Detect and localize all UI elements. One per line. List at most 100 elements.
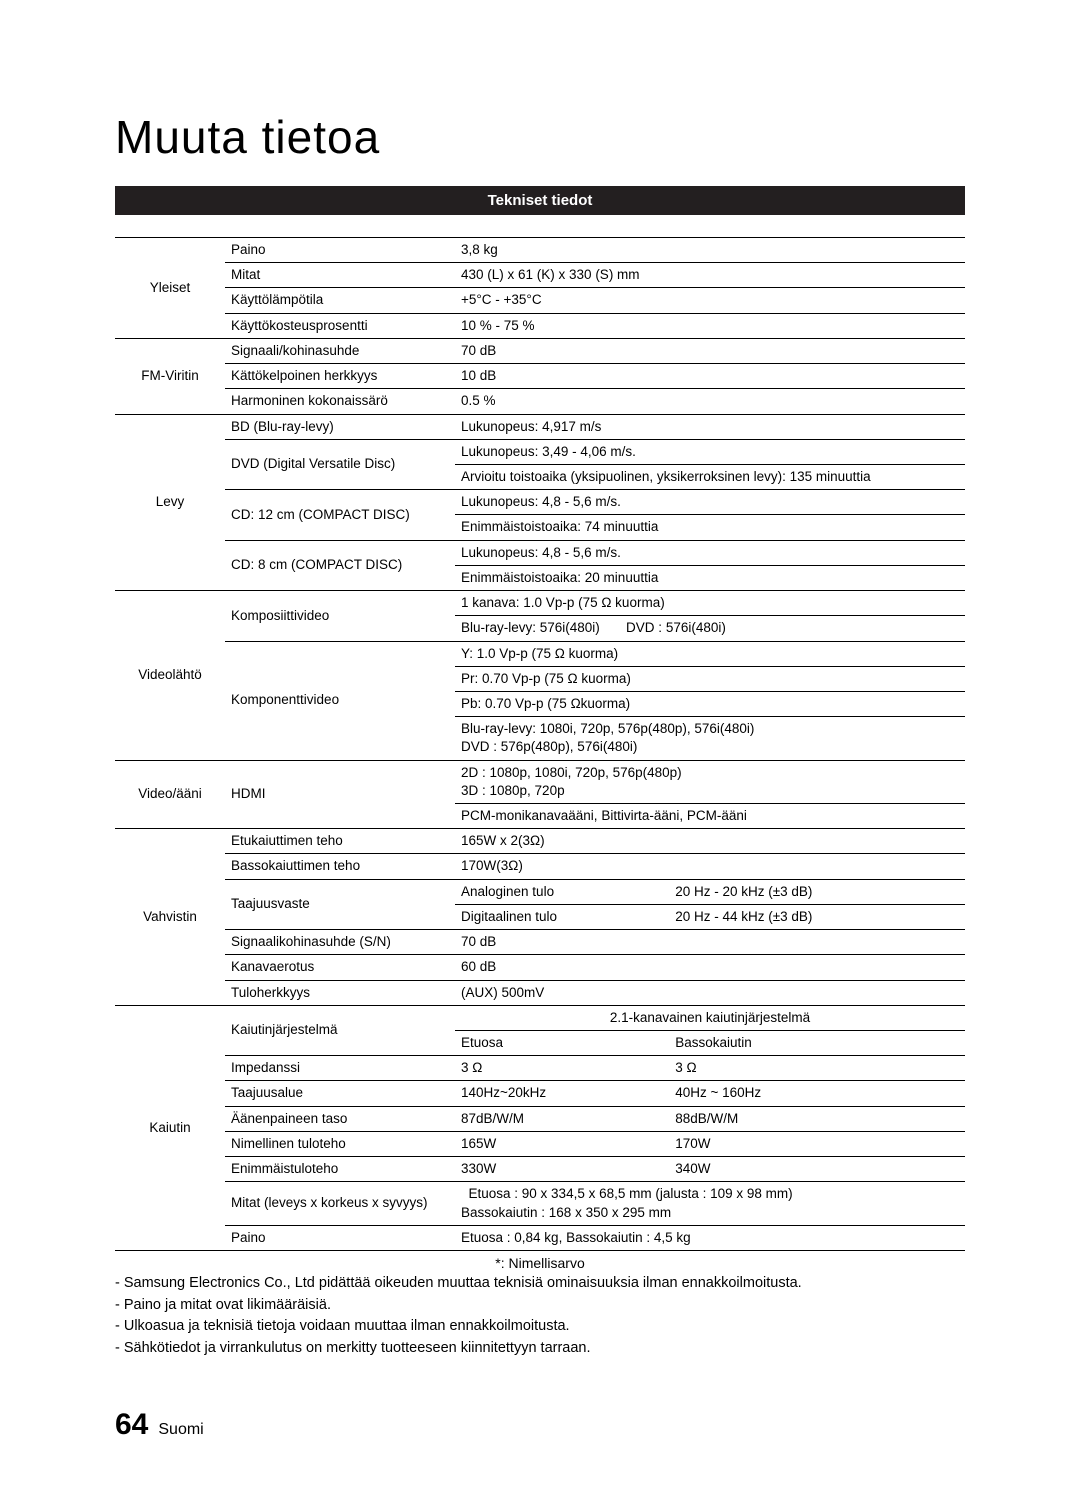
spec-label-cell: Signaali/kohinasuhde: [225, 338, 455, 363]
spec-value-cell: 20 Hz - 20 kHz (±3 dB): [669, 879, 965, 904]
category-cell: Vahvistin: [115, 829, 225, 1006]
spec-value-cell: Etuosa : 90 x 334,5 x 68,5 mm (jalusta :…: [455, 1182, 965, 1225]
spec-value-cell: Y: 1.0 Vp-p (75 Ω kuorma): [455, 641, 965, 666]
nominal-note: *: Nimellisarvo: [115, 1255, 965, 1271]
page-footer: 64 Suomi: [115, 1408, 965, 1442]
table-row: TaajuusvasteAnaloginen tulo20 Hz - 20 kH…: [115, 879, 965, 904]
table-row: PainoEtuosa : 0,84 kg, Bassokaiutin : 4,…: [115, 1225, 965, 1250]
spec-label-cell: Tuloherkkyys: [225, 980, 455, 1005]
page-number: 64: [115, 1408, 148, 1442]
spec-value-cell: Lukunopeus: 4,8 - 5,6 m/s.: [455, 540, 965, 565]
spec-value-cell: 10 % - 75 %: [455, 313, 965, 338]
spec-label-cell: HDMI: [225, 760, 455, 829]
spec-value-cell: Pr: 0.70 Vp-p (75 Ω kuorma): [455, 666, 965, 691]
spec-value-cell: Etuosa: [455, 1031, 669, 1056]
footnote-line: - Ulkoasua ja teknisiä tietoja voidaan m…: [115, 1316, 965, 1338]
page-root: Muuta tietoa Tekniset tiedot YleisetPain…: [0, 0, 1080, 1502]
page-title: Muuta tietoa: [115, 110, 965, 164]
spec-value-cell: Bassokaiutin: [669, 1031, 965, 1056]
spec-value-cell: 2D : 1080p, 1080i, 720p, 576p(480p)3D : …: [455, 760, 965, 803]
table-row: FM-ViritinSignaali/kohinasuhde70 dB: [115, 338, 965, 363]
spec-value-cell: Analoginen tulo: [455, 879, 669, 904]
spec-label-cell: Harmoninen kokonaissärö: [225, 389, 455, 414]
spec-label-cell: Nimellinen tuloteho: [225, 1131, 455, 1156]
spec-value-cell: (AUX) 500mV: [455, 980, 965, 1005]
spec-label-cell: Mitat: [225, 263, 455, 288]
table-row: Impedanssi3 Ω3 Ω: [115, 1056, 965, 1081]
spec-label-cell: Kanavaerotus: [225, 955, 455, 980]
spec-label-cell: Käyttökosteusprosentti: [225, 313, 455, 338]
footnote-line: - Samsung Electronics Co., Ltd pidättää …: [115, 1273, 965, 1295]
spec-value-cell: Enimmäistoistoaika: 20 minuuttia: [455, 565, 965, 590]
spec-label-cell: Paino: [225, 1225, 455, 1250]
spec-label-cell: CD: 12 cm (COMPACT DISC): [225, 490, 455, 540]
spec-label-cell: BD (Blu-ray-levy): [225, 414, 455, 439]
spec-label-cell: Taajuusvaste: [225, 879, 455, 929]
spec-value-cell: Digitaalinen tulo: [455, 904, 669, 929]
table-row: Käyttölämpötila+5°C - +35°C: [115, 288, 965, 313]
spec-label-cell: Signaalikohinasuhde (S/N): [225, 930, 455, 955]
spec-value-cell: 3 Ω: [455, 1056, 669, 1081]
spec-label-cell: Paino: [225, 238, 455, 263]
language-label: Suomi: [158, 1421, 203, 1439]
table-row: Enimmäistuloteho330W340W: [115, 1157, 965, 1182]
table-row: CD: 8 cm (COMPACT DISC)Lukunopeus: 4,8 -…: [115, 540, 965, 565]
table-row: DVD (Digital Versatile Disc)Lukunopeus: …: [115, 439, 965, 464]
spec-value-cell: Lukunopeus: 4,917 m/s: [455, 414, 965, 439]
spec-label-cell: Komponenttivideo: [225, 641, 455, 760]
footnote-line: - Paino ja mitat ovat likimääräisiä.: [115, 1295, 965, 1317]
spec-value-cell: 165W: [455, 1131, 669, 1156]
spec-value-cell: 3 Ω: [669, 1056, 965, 1081]
spec-value-cell: +5°C - +35°C: [455, 288, 965, 313]
footnote-line: - Sähkötiedot ja virrankulutus on merkit…: [115, 1338, 965, 1360]
spec-label-cell: Bassokaiuttimen teho: [225, 854, 455, 879]
spec-value-cell: 70 dB: [455, 930, 965, 955]
spec-value-cell: Pb: 0.70 Vp-p (75 Ωkuorma): [455, 691, 965, 716]
spec-value-cell: Arvioitu toistoaika (yksipuolinen, yksik…: [455, 464, 965, 489]
section-title-bar: Tekniset tiedot: [115, 186, 965, 215]
table-row: KomponenttivideoY: 1.0 Vp-p (75 Ω kuorma…: [115, 641, 965, 666]
spec-label-cell: Kättökelpoinen herkkyys: [225, 364, 455, 389]
spec-value-cell: 40Hz ~ 160Hz: [669, 1081, 965, 1106]
spec-value-cell: Lukunopeus: 3,49 - 4,06 m/s.: [455, 439, 965, 464]
spec-value-cell: Blu-ray-levy: 1080i, 720p, 576p(480p), 5…: [455, 717, 965, 760]
table-row: VideolähtöKomposiittivideo1 kanava: 1.0 …: [115, 591, 965, 616]
spec-label-cell: DVD (Digital Versatile Disc): [225, 439, 455, 489]
table-row: CD: 12 cm (COMPACT DISC)Lukunopeus: 4,8 …: [115, 490, 965, 515]
spec-label-cell: Taajuusalue: [225, 1081, 455, 1106]
table-row: Harmoninen kokonaissärö0.5 %: [115, 389, 965, 414]
spec-value-cell: 3,8 kg: [455, 238, 965, 263]
category-cell: Kaiutin: [115, 1005, 225, 1250]
spec-value-cell: 0.5 %: [455, 389, 965, 414]
spec-value-cell: 170W: [669, 1131, 965, 1156]
category-cell: Levy: [115, 414, 225, 591]
category-cell: Videolähtö: [115, 591, 225, 761]
spec-label-cell: Mitat (leveys x korkeus x syvyys): [225, 1182, 455, 1225]
spec-label-cell: Impedanssi: [225, 1056, 455, 1081]
table-row: Bassokaiuttimen teho170W(3Ω): [115, 854, 965, 879]
spec-label-cell: Käyttölämpötila: [225, 288, 455, 313]
table-row: LevyBD (Blu-ray-levy)Lukunopeus: 4,917 m…: [115, 414, 965, 439]
table-row: VahvistinEtukaiuttimen teho165W x 2(3Ω): [115, 829, 965, 854]
table-row: Kanavaerotus60 dB: [115, 955, 965, 980]
spec-label-cell: Enimmäistuloteho: [225, 1157, 455, 1182]
table-row: Tuloherkkyys(AUX) 500mV: [115, 980, 965, 1005]
spec-value-cell: 340W: [669, 1157, 965, 1182]
table-row: Käyttökosteusprosentti10 % - 75 %: [115, 313, 965, 338]
spec-value-cell: Lukunopeus: 4,8 - 5,6 m/s.: [455, 490, 965, 515]
table-row: YleisetPaino3,8 kg: [115, 238, 965, 263]
spec-value-cell: 170W(3Ω): [455, 854, 965, 879]
category-cell: FM-Viritin: [115, 338, 225, 414]
spec-value-cell: 70 dB: [455, 338, 965, 363]
spec-value-cell: 88dB/W/M: [669, 1106, 965, 1131]
spec-value-cell: 1 kanava: 1.0 Vp-p (75 Ω kuorma): [455, 591, 965, 616]
table-row: Mitat430 (L) x 61 (K) x 330 (S) mm: [115, 263, 965, 288]
spec-label-cell: CD: 8 cm (COMPACT DISC): [225, 540, 455, 590]
table-row: Mitat (leveys x korkeus x syvyys) Etuosa…: [115, 1182, 965, 1225]
table-row: Nimellinen tuloteho165W170W: [115, 1131, 965, 1156]
table-row: Kättökelpoinen herkkyys10 dB: [115, 364, 965, 389]
table-row: Video/ääniHDMI2D : 1080p, 1080i, 720p, 5…: [115, 760, 965, 803]
table-row: Signaalikohinasuhde (S/N)70 dB: [115, 930, 965, 955]
spec-value-cell: Blu-ray-levy: 576i(480i) DVD : 576i(480i…: [455, 616, 965, 641]
category-cell: Yleiset: [115, 238, 225, 339]
